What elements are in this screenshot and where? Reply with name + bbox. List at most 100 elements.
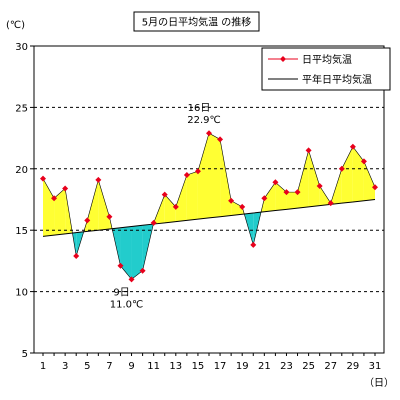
data-point-day-24	[294, 189, 301, 196]
data-point-day-17	[217, 136, 224, 143]
legend-label-normal: 平年日平均気温	[302, 73, 372, 86]
data-point-day-26	[316, 182, 323, 189]
x-tick-labels: 1 3 5 7 9 11 13 15 17 19 21 23 25 27 29 31	[40, 353, 382, 372]
fill-above-normal	[209, 133, 221, 218]
x-tick-label: 5	[84, 361, 90, 372]
annotation-day-label: 9日	[113, 287, 129, 298]
x-tick-label: 29	[346, 361, 359, 372]
fill-above-normal	[175, 174, 187, 222]
fill-above-normal	[363, 161, 375, 201]
data-point-day-14	[183, 171, 190, 178]
annotation-value-label: 11.0℃	[110, 299, 144, 310]
data-point-day-19	[239, 203, 246, 210]
data-point-day-11	[150, 219, 157, 226]
data-point-day-5	[84, 217, 91, 224]
data-point-day-1	[40, 175, 46, 182]
data-point-day-13	[172, 203, 179, 210]
x-tick-label: 3	[62, 361, 68, 372]
chart-title: 5月の日平均気温 の推移	[133, 11, 260, 32]
legend-box	[261, 47, 391, 91]
x-tick-label: 9	[128, 361, 134, 372]
data-point-day-25	[305, 147, 312, 154]
legend-item-actual: 日平均気温	[268, 53, 352, 66]
legend-item-normal: 平年日平均気温	[268, 73, 372, 86]
x-tick-label: 19	[236, 361, 249, 372]
fill-above-normal	[275, 182, 287, 211]
fill-above-normal	[186, 171, 198, 221]
data-point-day-8	[117, 262, 124, 269]
x-tick-label: 15	[192, 361, 205, 372]
annotation-value-label: 22.9℃	[187, 115, 221, 126]
y-tick-label: 5	[22, 349, 28, 360]
fill-above-normal	[352, 146, 364, 202]
data-point-day-10	[139, 267, 146, 274]
legend: 日平均気温 平年日平均気温	[261, 47, 391, 91]
x-tick-label: 1	[40, 361, 46, 372]
data-point-day-7	[106, 213, 113, 220]
fill-above-normal	[197, 133, 209, 220]
x-tick-label: 23	[280, 361, 293, 372]
y-tick-label: 10	[15, 288, 28, 299]
data-point-day-6	[95, 176, 102, 183]
data-point-day-2	[51, 195, 58, 202]
data-point-day-28	[338, 165, 345, 172]
data-point-day-9	[128, 276, 135, 283]
y-tick-label: 30	[15, 42, 28, 53]
data-point-day-3	[62, 185, 69, 192]
data-point-day-16	[206, 130, 212, 137]
fill-above-normal	[54, 188, 66, 236]
chart-title-text: 5月の日平均気温 の推移	[142, 16, 252, 29]
x-tick-label: 13	[169, 361, 182, 372]
fill-above-normal	[98, 179, 110, 231]
fill-above-normal	[297, 150, 309, 209]
data-point-day-31	[372, 184, 378, 191]
fill-below-normal	[120, 226, 132, 280]
data-point-day-27	[327, 200, 334, 207]
data-point-day-20	[250, 241, 257, 248]
annotation-day-label: 16日	[188, 103, 211, 114]
deviation-fills	[43, 133, 375, 280]
grid-lines	[34, 106, 384, 293]
fill-above-normal	[341, 146, 353, 204]
normal-temperature-line	[42, 199, 376, 237]
data-point-day-12	[161, 191, 168, 198]
y-tick-label: 20	[15, 165, 28, 176]
fill-above-normal	[87, 179, 99, 232]
data-point-day-30	[360, 158, 367, 165]
x-tick-label: 31	[369, 361, 382, 372]
data-point-day-22	[272, 179, 279, 186]
y-tick-labels: 5 10 15 20 25 30	[15, 42, 34, 360]
data-point-day-23	[283, 189, 290, 196]
fill-above-normal	[231, 200, 243, 216]
fill-below-normal	[131, 225, 143, 280]
chart-title-box	[133, 11, 260, 32]
y-tick-label: 25	[15, 103, 28, 114]
x-tick-label: 25	[302, 361, 315, 372]
x-tick-label: 27	[324, 361, 337, 372]
fill-above-normal	[220, 139, 232, 217]
data-point-day-29	[349, 143, 356, 150]
x-tick-label: 21	[258, 361, 271, 372]
data-point-day-4	[73, 252, 80, 259]
y-tick-label: 15	[15, 226, 28, 237]
daily-temperature-markers	[40, 130, 378, 283]
x-axis-unit: （日）	[364, 377, 394, 389]
y-axis-unit: (℃)	[6, 20, 25, 31]
fill-above-normal	[286, 192, 298, 210]
fill-above-normal	[164, 194, 176, 223]
normal-series-line	[42, 199, 376, 237]
data-point-day-15	[194, 168, 201, 175]
data-point-day-21	[261, 195, 268, 202]
data-point-day-18	[228, 197, 235, 204]
fill-above-normal	[319, 185, 331, 206]
fill-above-normal	[264, 182, 276, 212]
fill-above-normal	[43, 178, 55, 237]
legend-label-actual: 日平均気温	[302, 53, 352, 66]
fill-above-normal	[308, 150, 320, 207]
x-tick-label: 7	[106, 361, 112, 372]
x-tick-label: 17	[214, 361, 227, 372]
legend-marker-actual	[280, 56, 286, 62]
x-tick-label: 11	[147, 361, 160, 372]
